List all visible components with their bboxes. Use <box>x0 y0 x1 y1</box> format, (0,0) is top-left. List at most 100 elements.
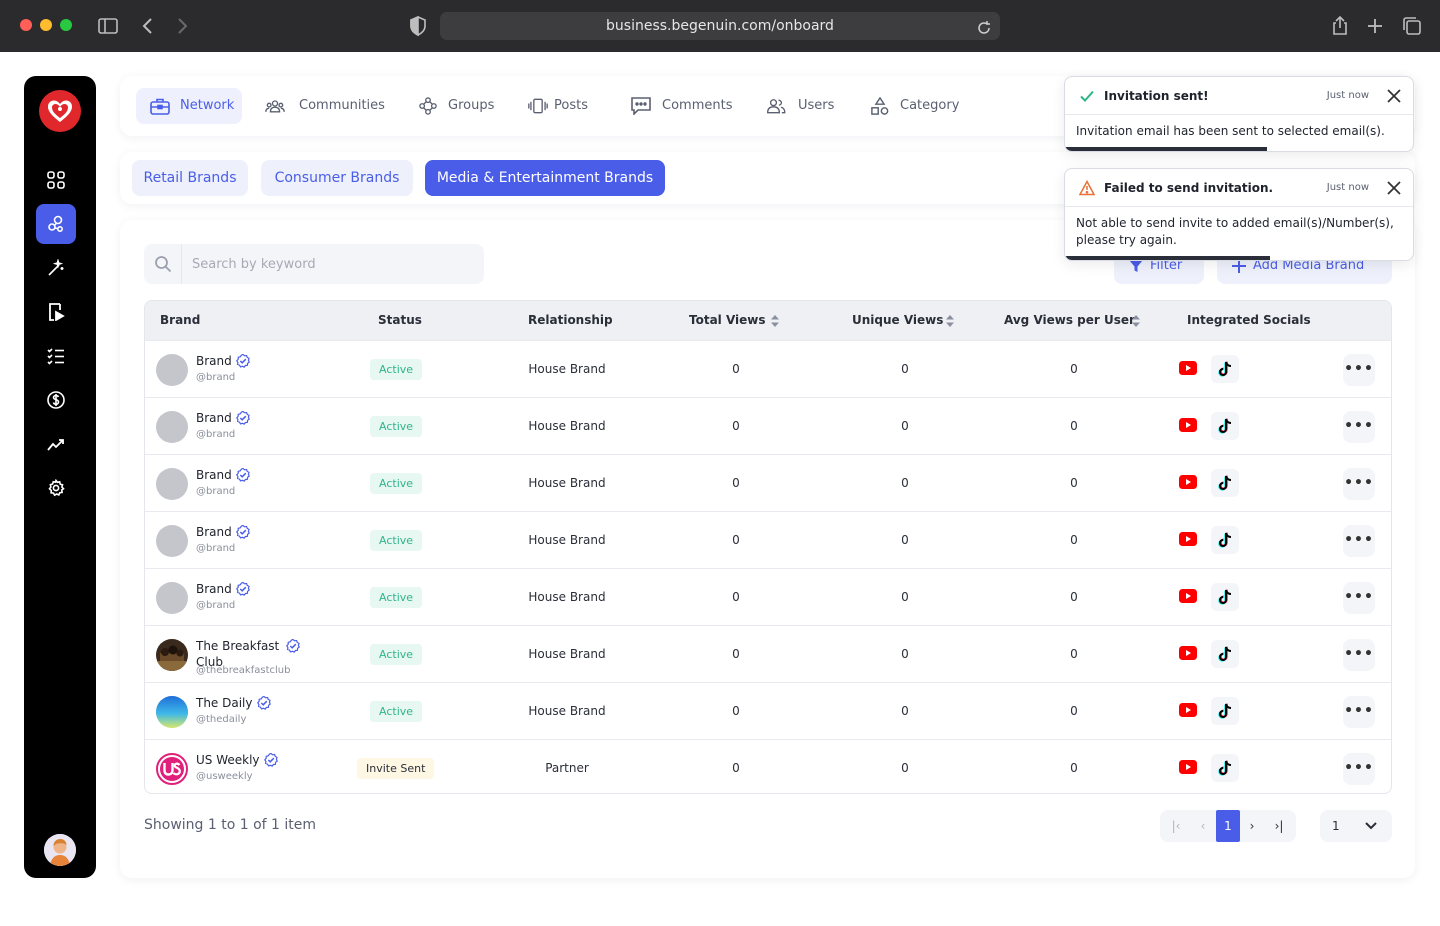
more-options-button[interactable]: ••• <box>1343 354 1375 386</box>
next-page-button[interactable]: › <box>1249 819 1255 833</box>
prev-page-button[interactable]: ‹ <box>1200 819 1206 833</box>
iheart-logo[interactable] <box>39 90 81 132</box>
youtube-icon[interactable] <box>1179 532 1197 546</box>
page-button-current[interactable]: 1 <box>1216 810 1240 842</box>
table-row[interactable]: Brand @brand Active House Brand 0 0 0 ••… <box>145 511 1391 568</box>
tiktok-icon[interactable] <box>1211 754 1239 782</box>
col-brand[interactable]: Brand <box>160 313 201 327</box>
total-views-cell: 0 <box>732 419 740 433</box>
col-unique-views[interactable]: Unique Views <box>852 313 944 327</box>
toast-time: Just now <box>1326 90 1369 101</box>
unique-views-cell: 0 <box>901 533 909 547</box>
youtube-icon[interactable] <box>1179 475 1197 489</box>
youtube-icon[interactable] <box>1179 361 1197 375</box>
share-icon[interactable] <box>1328 14 1352 38</box>
toast-time: Just now <box>1326 182 1369 193</box>
close-window-button[interactable] <box>20 19 32 31</box>
toast-warning: Failed to send invitation. Just now Not … <box>1064 168 1414 261</box>
sort-icon[interactable] <box>771 315 779 327</box>
sidebar-item-magic[interactable] <box>36 248 76 288</box>
tabs-overview-icon[interactable] <box>1400 14 1424 38</box>
address-bar[interactable]: business.begenuin.com/onboard <box>440 12 1000 40</box>
youtube-icon[interactable] <box>1179 589 1197 603</box>
new-tab-icon[interactable] <box>1363 14 1387 38</box>
tiktok-icon[interactable] <box>1211 469 1239 497</box>
table-row[interactable]: Brand @brand Active House Brand 0 0 0 ••… <box>145 568 1391 625</box>
more-options-button[interactable]: ••• <box>1343 468 1375 500</box>
more-options-button[interactable]: ••• <box>1343 696 1375 728</box>
close-icon[interactable] <box>1387 89 1401 103</box>
more-options-button[interactable]: ••• <box>1343 411 1375 443</box>
youtube-icon[interactable] <box>1179 760 1197 774</box>
shield-icon[interactable] <box>406 14 430 38</box>
more-options-button[interactable]: ••• <box>1343 582 1375 614</box>
verified-badge-icon <box>256 696 271 710</box>
per-page-value: 1 <box>1332 819 1340 833</box>
relationship-cell: House Brand <box>528 419 606 433</box>
tiktok-icon[interactable] <box>1211 583 1239 611</box>
tiktok-icon[interactable] <box>1211 697 1239 725</box>
status-badge: Active <box>370 530 423 551</box>
tiktok-icon[interactable] <box>1211 526 1239 554</box>
col-relationship[interactable]: Relationship <box>528 313 613 327</box>
reload-icon[interactable] <box>976 18 992 34</box>
more-options-button[interactable]: ••• <box>1343 753 1375 785</box>
sort-icon[interactable] <box>946 315 954 327</box>
table-row[interactable]: Brand @brand Active House Brand 0 0 0 ••… <box>145 340 1391 397</box>
brand-avatar <box>156 582 188 614</box>
more-options-button[interactable]: ••• <box>1343 525 1375 557</box>
table-row[interactable]: The Breakfast Club @thebreakfastclub Act… <box>145 625 1391 682</box>
tiktok-icon[interactable] <box>1211 355 1239 383</box>
back-icon[interactable] <box>136 14 160 38</box>
sidebar-item-analytics[interactable] <box>36 424 76 464</box>
minimize-window-button[interactable] <box>40 19 52 31</box>
last-page-button[interactable]: ›| <box>1274 819 1284 833</box>
tab-consumer-brands[interactable]: Consumer Brands <box>261 160 413 196</box>
sort-icon[interactable] <box>1132 315 1140 327</box>
table-row[interactable]: US Weekly @usweekly Invite Sent Partner … <box>145 739 1391 793</box>
table-row[interactable]: Brand @brand Active House Brand 0 0 0 ••… <box>145 454 1391 511</box>
table-row[interactable]: The Daily @thedaily Active House Brand 0… <box>145 682 1391 739</box>
comment-icon <box>631 97 651 115</box>
col-total-views[interactable]: Total Views <box>689 313 766 327</box>
forward-icon[interactable] <box>170 14 194 38</box>
tab-media-entertainment-brands[interactable]: Media & Entertainment Brands <box>425 160 665 196</box>
tab-retail-brands[interactable]: Retail Brands <box>132 160 248 196</box>
status-badge: Invite Sent <box>357 758 435 779</box>
search-input[interactable] <box>184 244 480 284</box>
sidebar-item-settings[interactable] <box>36 468 76 508</box>
avg-views-cell: 0 <box>1070 647 1078 661</box>
more-options-button[interactable]: ••• <box>1343 639 1375 671</box>
table-row[interactable]: Brand @brand Active House Brand 0 0 0 ••… <box>145 397 1391 454</box>
sidebar-item-dashboard[interactable] <box>36 160 76 200</box>
sidebar-toggle-icon[interactable] <box>96 14 120 38</box>
col-integrated-socials[interactable]: Integrated Socials <box>1187 313 1311 327</box>
brand-handle: @brand <box>196 372 236 383</box>
tiktok-icon[interactable] <box>1211 412 1239 440</box>
tab-comments[interactable]: Comments <box>617 88 741 124</box>
tiktok-icon[interactable] <box>1211 640 1239 668</box>
col-status[interactable]: Status <box>378 313 422 327</box>
tab-network[interactable]: Network <box>136 88 242 124</box>
total-views-cell: 0 <box>732 362 740 376</box>
tab-posts[interactable]: Posts <box>514 88 608 124</box>
sidebar-item-content[interactable] <box>36 292 76 332</box>
sidebar-item-monetization[interactable] <box>36 380 76 420</box>
youtube-icon[interactable] <box>1179 703 1197 717</box>
tab-users[interactable]: Users <box>752 88 842 124</box>
tab-communities[interactable]: Communities <box>251 88 387 124</box>
total-views-cell: 0 <box>732 761 740 775</box>
close-icon[interactable] <box>1387 181 1401 195</box>
col-avg-views-per-user[interactable]: Avg Views per User <box>1004 313 1135 327</box>
sidebar-item-network[interactable] <box>36 204 76 244</box>
youtube-icon[interactable] <box>1179 418 1197 432</box>
tab-category[interactable]: Category <box>856 88 972 124</box>
first-page-button[interactable]: |‹ <box>1171 819 1181 833</box>
per-page-select[interactable]: 1 <box>1320 810 1392 842</box>
zoom-window-button[interactable] <box>60 19 72 31</box>
user-avatar[interactable] <box>44 834 76 866</box>
youtube-icon[interactable] <box>1179 646 1197 660</box>
tab-groups[interactable]: Groups <box>404 88 504 124</box>
tab-groups-label: Groups <box>448 98 495 113</box>
sidebar-item-tasks[interactable] <box>36 336 76 376</box>
